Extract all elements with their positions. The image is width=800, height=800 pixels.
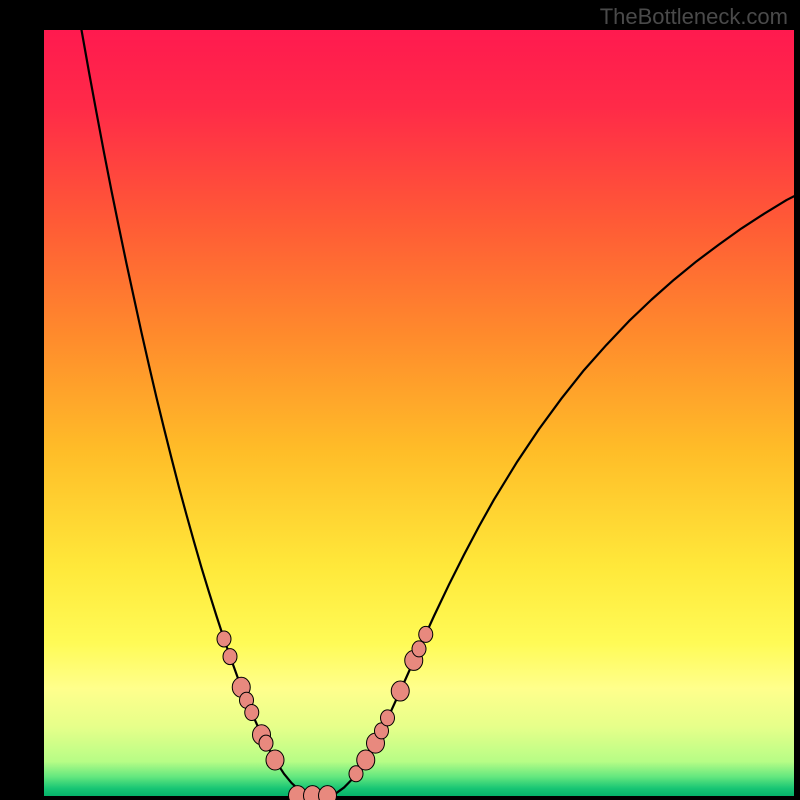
data-marker (391, 681, 409, 701)
data-marker (266, 750, 284, 770)
bottleneck-chart: TheBottleneck.com (0, 0, 800, 800)
data-marker (357, 750, 375, 770)
plot-background (44, 30, 794, 796)
data-marker (319, 786, 337, 800)
data-marker (223, 649, 237, 665)
data-marker (217, 631, 231, 647)
data-marker (245, 705, 259, 721)
data-marker (381, 710, 395, 726)
data-marker (259, 735, 273, 751)
data-marker (412, 641, 426, 657)
chart-svg (0, 0, 800, 800)
watermark-text: TheBottleneck.com (600, 4, 788, 30)
data-marker (419, 626, 433, 642)
